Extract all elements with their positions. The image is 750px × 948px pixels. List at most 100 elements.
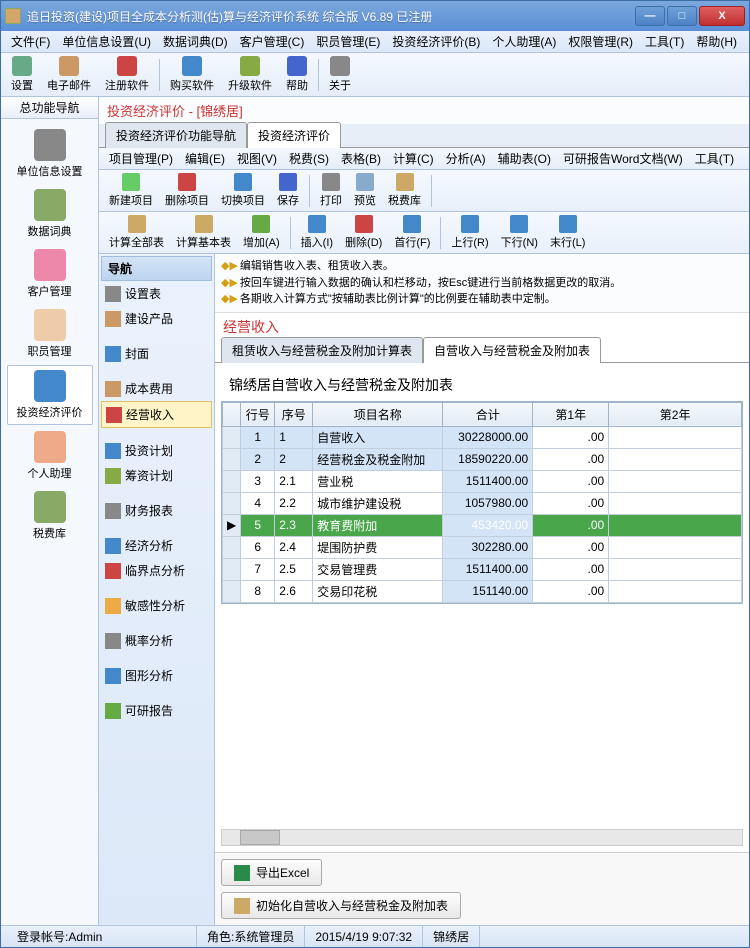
table-row[interactable]: 22经营税金及税金附加18590220.00.00 [223,448,742,470]
col-y1[interactable]: 第1年 [533,402,609,426]
table-row[interactable]: 72.5交易管理费1511400.00.00 [223,558,742,580]
submenu-item[interactable]: 表格(B) [335,148,387,169]
nav-icon [34,129,66,161]
toolbar-button[interactable]: 电子邮件 [41,54,97,95]
table-row[interactable]: 62.4堤围防护费302280.00.00 [223,536,742,558]
col-seq[interactable]: 序号 [275,402,313,426]
table-row[interactable]: 82.6交易印花税151140.00.00 [223,580,742,602]
table-row[interactable]: ▶52.3教育费附加453420.00.00 [223,514,742,536]
toolbar-button[interactable]: 首行(F) [390,213,434,252]
submenu-item[interactable]: 编辑(E) [179,148,231,169]
submenu-item[interactable]: 视图(V) [231,148,283,169]
tab[interactable]: 投资经济评价功能导航 [105,122,247,148]
submenu-item[interactable]: 税费(S) [283,148,335,169]
tab[interactable]: 租赁收入与经营税金及附加计算表 [221,337,423,363]
toolbar-button[interactable]: 帮助 [280,54,314,95]
table-row[interactable]: 32.1营业税1511400.00.00 [223,470,742,492]
nav-tree-item[interactable]: 筹资计划 [101,463,212,488]
tab[interactable]: 自营收入与经营税金及附加表 [423,337,601,363]
nav-tree-item[interactable]: 敏感性分析 [101,593,212,618]
nav-tree-item[interactable]: 概率分析 [101,628,212,653]
nav-tree-panel: 导航 设置表建设产品封面成本费用经营收入投资计划筹资计划财务报表经济分析临界点分… [99,254,215,925]
nav-tree-item[interactable]: 经济分析 [101,533,212,558]
menu-item[interactable]: 客户管理(C) [234,31,311,52]
left-nav-item[interactable]: 单位信息设置 [7,125,93,183]
col-name[interactable]: 项目名称 [313,402,443,426]
nav-tree-item[interactable]: 经营收入 [101,401,212,428]
toolbar-button[interactable]: 切换项目 [217,171,269,210]
toolbar-icon [279,173,297,191]
toolbar-button[interactable]: 增加(A) [239,213,284,252]
status-datetime: 2015/4/19 9:07:32 [305,926,423,947]
nav-tree-item[interactable]: 封面 [101,341,212,366]
toolbar-button[interactable]: 下行(N) [497,213,542,252]
nav-icon [34,431,66,463]
initialize-button[interactable]: 初始化自营收入与经营税金及附加表 [221,892,461,919]
maximize-button[interactable]: □ [667,6,697,26]
toolbar-button[interactable]: 插入(I) [297,213,337,252]
close-button[interactable]: X [699,6,745,26]
left-nav-item[interactable]: 职员管理 [7,305,93,363]
left-nav-item[interactable]: 税费库 [7,487,93,545]
grid-title: 锦绣居自营收入与经营税金及附加表 [221,369,743,401]
toolbar-button[interactable]: 设置 [5,54,39,95]
menu-item[interactable]: 个人助理(A) [486,31,562,52]
context-title: 投资经济评价 - [锦绣居] [99,97,749,124]
toolbar-button[interactable]: 打印 [316,171,346,210]
nav-tree-item[interactable]: 财务报表 [101,498,212,523]
toolbar-icon [355,215,373,233]
horizontal-scrollbar[interactable] [221,829,743,846]
submenu-item[interactable]: 辅助表(O) [492,148,557,169]
submenu-item[interactable]: 可研报告Word文档(W) [557,148,689,169]
nav-item-icon [105,503,121,519]
left-nav-item[interactable]: 个人助理 [7,427,93,485]
menu-item[interactable]: 权限管理(R) [562,31,639,52]
toolbar-button[interactable]: 升级软件 [222,54,278,95]
left-nav-item[interactable]: 客户管理 [7,245,93,303]
nav-item-icon [105,346,121,362]
submenu-item[interactable]: 工具(T) [689,148,740,169]
nav-tree-item[interactable]: 设置表 [101,281,212,306]
toolbar-button[interactable]: 上行(R) [447,213,492,252]
menu-item[interactable]: 数据词典(D) [157,31,234,52]
toolbar-button[interactable]: 注册软件 [99,54,155,95]
toolbar-button[interactable]: 税费库 [384,171,425,210]
left-nav-item[interactable]: 投资经济评价 [7,365,93,425]
data-grid[interactable]: 行号 序号 项目名称 合计 第1年 第2年 11自营收入30228000.00.… [222,402,742,603]
nav-tree-item[interactable]: 临界点分析 [101,558,212,583]
nav-tree-item[interactable]: 成本费用 [101,376,212,401]
toolbar-button[interactable]: 购买软件 [164,54,220,95]
toolbar-button[interactable]: 关于 [323,54,357,95]
submenu-item[interactable]: 计算(C) [387,148,440,169]
toolbar-button[interactable]: 保存 [273,171,303,210]
menu-item[interactable]: 帮助(H) [690,31,743,52]
nav-tree-item[interactable]: 可研报告 [101,698,212,723]
nav-tree-item[interactable]: 投资计划 [101,438,212,463]
col-total[interactable]: 合计 [443,402,533,426]
table-row[interactable]: 11自营收入30228000.00.00 [223,426,742,448]
title-bar[interactable]: 追日投资(建设)项目全成本分析测(估)算与经济评价系统 综合版 V6.89 已注… [1,1,749,31]
submenu-item[interactable]: 项目管理(P) [103,148,179,169]
menu-item[interactable]: 工具(T) [639,31,690,52]
menu-item[interactable]: 投资经济评价(B) [386,31,486,52]
toolbar-button[interactable]: 删除(D) [341,213,386,252]
col-row[interactable]: 行号 [241,402,275,426]
export-excel-button[interactable]: 导出Excel [221,859,322,886]
toolbar-button[interactable]: 末行(L) [546,213,589,252]
menu-item[interactable]: 职员管理(E) [310,31,386,52]
menu-item[interactable]: 单位信息设置(U) [56,31,157,52]
table-row[interactable]: 42.2城市维护建设税1057980.00.00 [223,492,742,514]
col-y2[interactable]: 第2年 [609,402,742,426]
toolbar-button[interactable]: 新建项目 [105,171,157,210]
nav-tree-item[interactable]: 建设产品 [101,306,212,331]
left-nav-item[interactable]: 数据词典 [7,185,93,243]
toolbar-button[interactable]: 预览 [350,171,380,210]
nav-tree-item[interactable]: 图形分析 [101,663,212,688]
toolbar-button[interactable]: 计算基本表 [172,213,235,252]
menu-item[interactable]: 文件(F) [5,31,56,52]
minimize-button[interactable]: — [635,6,665,26]
tab[interactable]: 投资经济评价 [247,122,341,148]
toolbar-button[interactable]: 删除项目 [161,171,213,210]
submenu-item[interactable]: 分析(A) [440,148,492,169]
toolbar-button[interactable]: 计算全部表 [105,213,168,252]
